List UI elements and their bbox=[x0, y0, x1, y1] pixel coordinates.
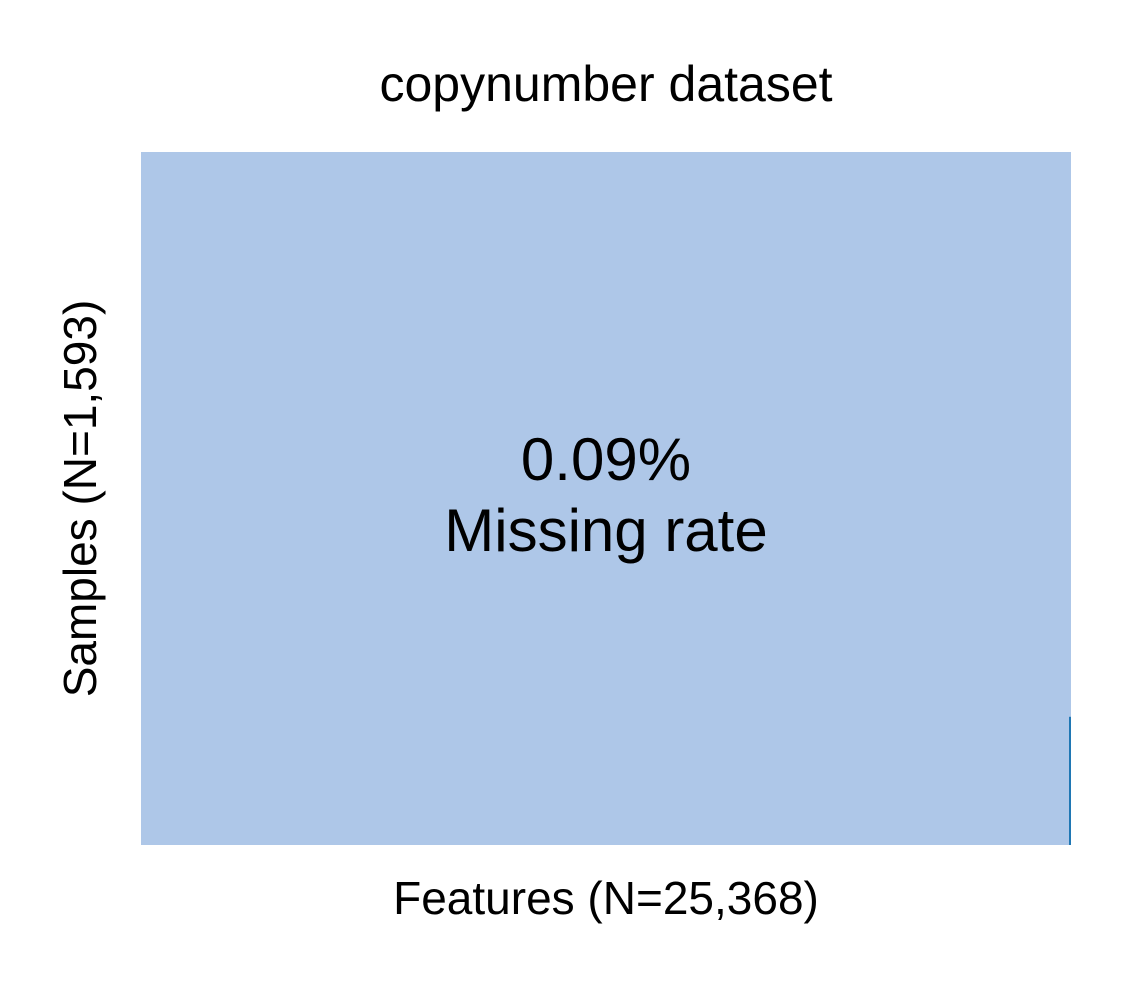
missing-rate-label: Missing rate bbox=[444, 497, 767, 564]
present-data-area bbox=[141, 152, 1071, 845]
x-axis-label: Features (N=25,368) bbox=[393, 872, 819, 924]
missing-rate-value: 0.09% bbox=[521, 426, 691, 493]
y-axis-label: Samples (N=1,593) bbox=[54, 300, 106, 698]
missing-data-block bbox=[1069, 716, 1071, 845]
chart-title: copynumber dataset bbox=[379, 56, 832, 112]
